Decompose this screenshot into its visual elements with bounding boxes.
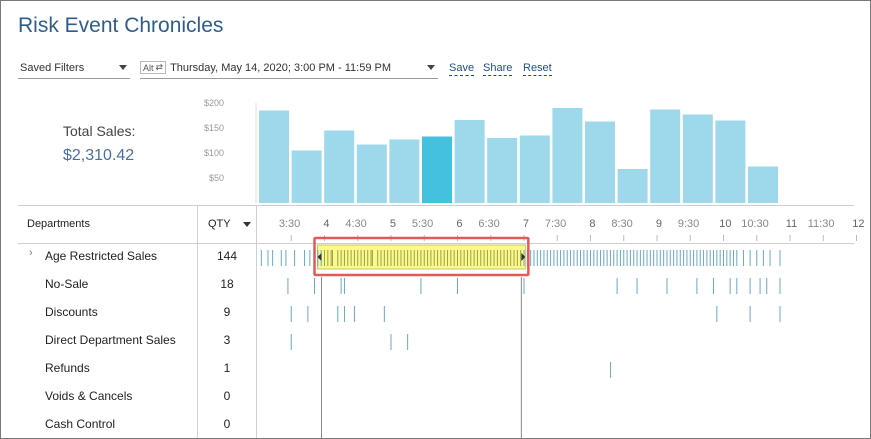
share-link[interactable]: Share bbox=[483, 62, 513, 76]
time-tick-label: 11:30 bbox=[807, 218, 835, 230]
page-title: Risk Event Chronicles bbox=[18, 14, 224, 37]
sales-bar bbox=[519, 135, 550, 203]
qty-column-header[interactable]: QTY bbox=[208, 218, 231, 230]
alt-toggle[interactable]: Alt ⇄ bbox=[140, 61, 167, 74]
chevron-down-icon bbox=[119, 65, 127, 70]
time-tick-label: 6 bbox=[456, 218, 463, 230]
department-label: Refunds bbox=[45, 361, 90, 375]
sales-bar bbox=[324, 130, 355, 203]
time-tick-label: 12 bbox=[852, 218, 865, 230]
department-qty: 3 bbox=[223, 333, 231, 347]
department-label: Voids & Cancels bbox=[45, 389, 133, 403]
time-tick-label: 9 bbox=[655, 218, 663, 230]
time-tick-label: 7:30 bbox=[544, 218, 567, 230]
grid-header bbox=[18, 205, 854, 244]
department-label: Cash Control bbox=[45, 417, 116, 431]
sales-bar bbox=[487, 138, 518, 203]
department-row[interactable]: › Age Restricted Sales 144 bbox=[1, 244, 256, 272]
time-tick-label: 5 bbox=[389, 218, 397, 230]
selection-handle-right-icon bbox=[521, 253, 526, 261]
time-tick-label: 11 bbox=[785, 218, 798, 230]
total-sales-value: $2,310.42 bbox=[63, 147, 135, 164]
expand-chevron-icon[interactable]: › bbox=[29, 247, 33, 259]
total-sales-label: Total Sales: bbox=[63, 123, 136, 139]
date-range-dropdown[interactable]: Alt ⇄ Thursday, May 14, 2020; 3:00 PM - … bbox=[140, 57, 438, 79]
time-tick-label: 4 bbox=[323, 218, 330, 230]
department-row[interactable]: Discounts 9 bbox=[1, 300, 256, 328]
department-row[interactable]: Direct Department Sales 3 bbox=[1, 328, 256, 356]
y-tick-label: $150 bbox=[203, 123, 224, 133]
sales-bar bbox=[389, 139, 420, 203]
sort-caret-icon[interactable] bbox=[243, 222, 251, 227]
time-tick-label: 7 bbox=[522, 218, 530, 230]
department-qty: 1 bbox=[223, 361, 231, 375]
department-qty: 0 bbox=[223, 389, 231, 403]
time-tick-label: 9:30 bbox=[677, 218, 700, 230]
y-tick-label: $200 bbox=[203, 98, 224, 108]
time-tick-label: 3:30 bbox=[278, 218, 301, 230]
sales-bar bbox=[454, 120, 485, 203]
y-tick-label: $100 bbox=[203, 148, 224, 158]
sales-bar bbox=[617, 169, 648, 203]
department-row[interactable]: Voids & Cancels 0 bbox=[1, 384, 256, 412]
department-qty: 144 bbox=[216, 249, 238, 263]
sales-bar bbox=[259, 110, 289, 203]
department-row[interactable]: Cash Control 0 bbox=[1, 412, 256, 438]
chevron-down-icon bbox=[427, 65, 435, 70]
column-divider bbox=[256, 205, 257, 438]
sales-bar bbox=[356, 144, 387, 203]
date-range-value: Thursday, May 14, 2020; 3:00 PM - 11:59 … bbox=[170, 61, 391, 74]
time-tick-label: 6:30 bbox=[478, 218, 500, 230]
alt-label: Alt bbox=[143, 62, 154, 73]
sales-bar bbox=[748, 166, 778, 203]
selection-handle-left-icon bbox=[317, 253, 322, 261]
time-tick-label: 10:30 bbox=[741, 218, 769, 230]
time-tick-label: 8 bbox=[589, 218, 596, 230]
sales-bar bbox=[552, 108, 583, 203]
sales-bar bbox=[650, 109, 681, 203]
sales-bar-selected bbox=[422, 136, 452, 203]
time-tick-label: 8:30 bbox=[611, 218, 633, 230]
time-tick-label: 4:30 bbox=[345, 218, 367, 230]
time-tick-label: 5:30 bbox=[411, 218, 434, 230]
department-label: Age Restricted Sales bbox=[45, 249, 158, 263]
department-label: Discounts bbox=[45, 305, 98, 319]
saved-filters-dropdown[interactable]: Saved Filters bbox=[18, 57, 130, 79]
column-divider bbox=[197, 205, 198, 438]
department-qty: 9 bbox=[223, 305, 231, 319]
y-tick-label: $50 bbox=[208, 173, 224, 183]
reset-link[interactable]: Reset bbox=[523, 62, 552, 76]
save-link[interactable]: Save bbox=[449, 62, 475, 76]
department-row[interactable]: No-Sale 18 bbox=[1, 272, 256, 300]
sales-bar bbox=[291, 150, 322, 203]
department-qty: 18 bbox=[220, 277, 234, 291]
swap-icon: ⇄ bbox=[155, 62, 164, 72]
department-qty: 0 bbox=[223, 417, 231, 431]
department-row[interactable]: Refunds 1 bbox=[1, 356, 256, 384]
departments-column-header[interactable]: Departments bbox=[27, 218, 90, 230]
sales-bar bbox=[715, 120, 746, 203]
department-label: Direct Department Sales bbox=[45, 333, 176, 347]
sales-bar bbox=[682, 114, 713, 203]
selection-focus-outline bbox=[313, 236, 530, 277]
sales-bar bbox=[585, 121, 615, 203]
saved-filters-label: Saved Filters bbox=[20, 61, 85, 74]
time-tick-label: 10 bbox=[719, 218, 732, 230]
department-label: No-Sale bbox=[45, 277, 89, 291]
